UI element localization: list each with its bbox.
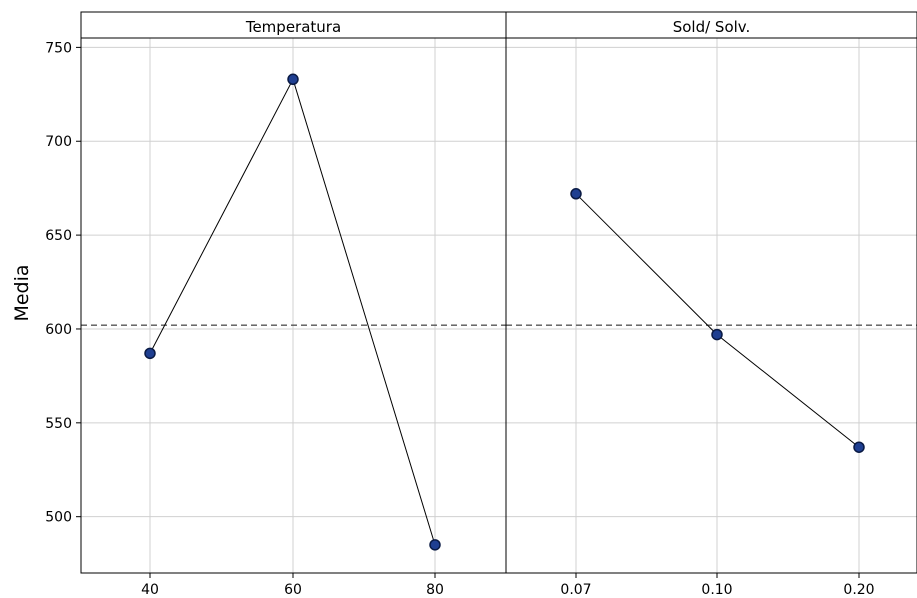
x-tick-label: 40: [141, 582, 159, 598]
x-tick-label: 0.07: [560, 582, 591, 598]
y-tick-label: 500: [45, 510, 72, 526]
panel-title: Temperatura: [245, 18, 341, 36]
y-tick-label: 700: [45, 134, 72, 150]
data-point: [570, 188, 582, 200]
data-point: [144, 347, 156, 360]
panel-frame: [505, 11, 917, 574]
y-tick-label: 750: [45, 40, 72, 56]
y-axis-label: Media: [11, 264, 33, 321]
data-point: [711, 328, 723, 341]
series-layer: [144, 73, 865, 551]
x-tick-label: 0.10: [701, 582, 732, 598]
panel-title: Sold/ Solv.: [673, 18, 751, 36]
y-tick-label: 550: [45, 416, 72, 432]
frame-layer: [76, 11, 917, 578]
text-layer: 500 550 600 650 700 750 40 60 80 Temperatura 0.07 0…: [11, 18, 875, 598]
y-tick-label: 600: [45, 322, 72, 338]
grid-layer: [81, 38, 917, 573]
data-point: [429, 539, 441, 551]
x-tick-label: 0.20: [843, 582, 874, 598]
x-tick-label: 60: [284, 582, 302, 598]
y-tick-label: 650: [45, 228, 72, 244]
data-point: [287, 73, 299, 86]
x-tick-label: 80: [426, 582, 444, 598]
data-point: [853, 441, 865, 453]
